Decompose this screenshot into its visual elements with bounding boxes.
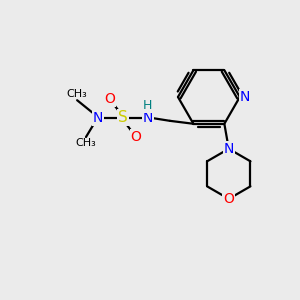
Text: O: O bbox=[223, 192, 234, 206]
Text: N: N bbox=[224, 142, 234, 156]
Text: S: S bbox=[118, 110, 128, 125]
Text: O: O bbox=[130, 130, 142, 144]
Text: N: N bbox=[92, 111, 103, 125]
Text: O: O bbox=[104, 92, 115, 106]
Text: CH₃: CH₃ bbox=[67, 89, 88, 99]
Text: N: N bbox=[142, 111, 153, 125]
Text: H: H bbox=[143, 99, 152, 112]
Text: N: N bbox=[240, 90, 250, 104]
Text: CH₃: CH₃ bbox=[76, 139, 96, 148]
